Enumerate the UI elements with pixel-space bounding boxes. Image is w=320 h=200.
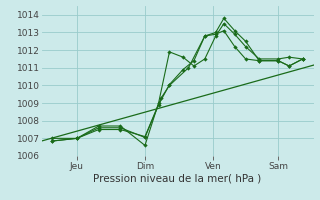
- X-axis label: Pression niveau de la mer( hPa ): Pression niveau de la mer( hPa ): [93, 173, 262, 183]
